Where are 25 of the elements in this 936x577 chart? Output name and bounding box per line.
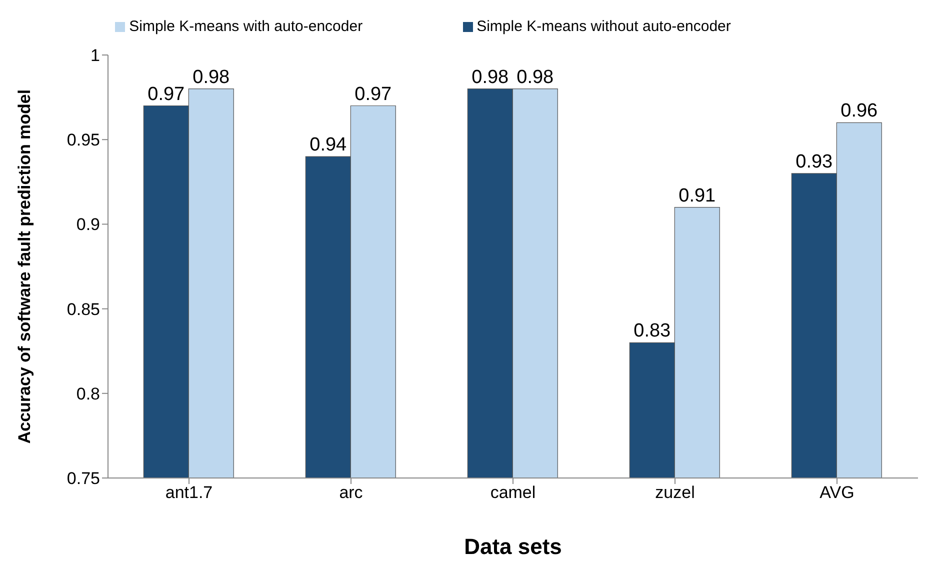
x-tick-label: ant1.7 <box>165 483 213 502</box>
y-tick-label: 0.95 <box>66 130 100 150</box>
y-tick-label: 0.8 <box>76 384 100 404</box>
data-label: 0.93 <box>796 151 833 172</box>
data-label: 0.98 <box>192 66 230 88</box>
legend-label: Simple K-means with auto-encoder <box>129 18 363 35</box>
data-label: 0.98 <box>516 66 554 88</box>
x-tick-label: zuzel <box>655 483 695 502</box>
x-tick-label: camel <box>490 483 536 502</box>
y-tick-label: 0.75 <box>66 469 100 488</box>
data-label: 0.96 <box>840 100 878 122</box>
y-tick-label: 1 <box>90 46 100 66</box>
data-label: 0.98 <box>472 66 509 88</box>
y-axis-title: Accuracy of software fault prediction model <box>15 89 34 444</box>
y-tick-label: 0.85 <box>66 300 100 319</box>
data-label: 0.97 <box>148 84 185 105</box>
x-axis-title: Data sets <box>464 534 562 559</box>
data-label: 0.83 <box>634 320 671 342</box>
x-tick-label: arc <box>339 483 364 502</box>
legend-label: Simple K-means without auto-encoder <box>476 18 731 35</box>
x-tick-label: AVG <box>820 483 854 502</box>
data-label: 0.91 <box>678 185 716 206</box>
data-label: 0.97 <box>354 84 392 105</box>
data-label: 0.94 <box>310 134 348 156</box>
y-tick-label: 0.9 <box>76 215 100 234</box>
